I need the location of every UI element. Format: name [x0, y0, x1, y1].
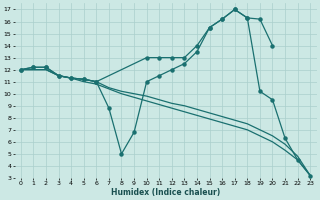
X-axis label: Humidex (Indice chaleur): Humidex (Indice chaleur) — [111, 188, 220, 197]
